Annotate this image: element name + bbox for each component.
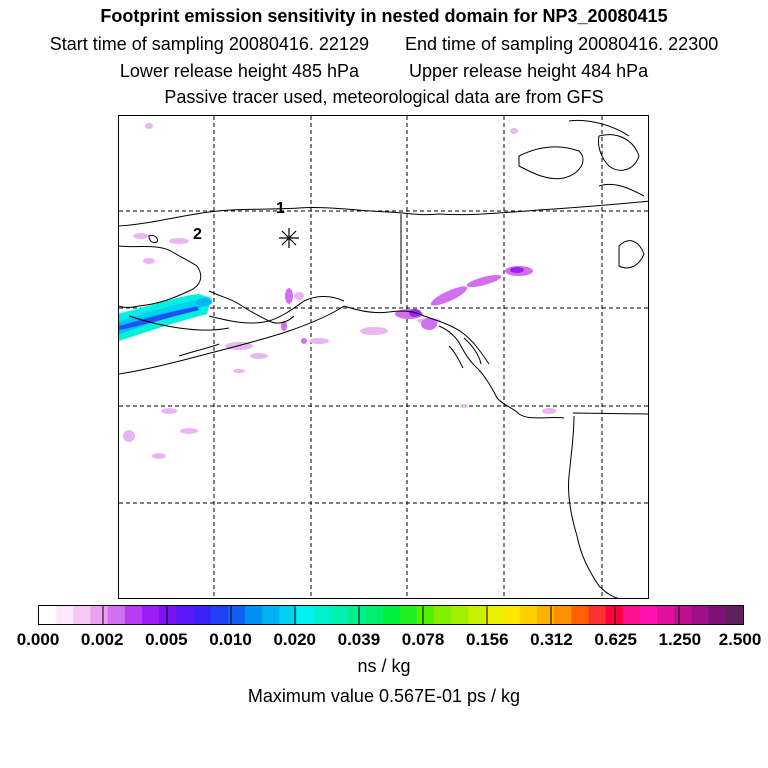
colorbar-swatch	[571, 606, 590, 624]
colorbar-swatch	[262, 606, 280, 624]
colorbar-swatch	[313, 606, 332, 624]
sensitivity-plume-west	[119, 294, 213, 341]
colorbar-swatch	[502, 606, 521, 624]
sensitivity-speckles	[123, 123, 556, 459]
colorbar-swatch	[691, 606, 710, 624]
colorbar-swatch	[639, 606, 658, 624]
colorbar-swatch	[90, 606, 109, 624]
colorbar-tick-label: 0.312	[530, 630, 573, 649]
colorbar-tick-label: 1.250	[658, 630, 702, 649]
colorbar-swatch	[107, 606, 126, 624]
colorbar-swatch	[416, 606, 435, 624]
colorbar-svg	[39, 606, 743, 624]
end-time-label: End time of sampling 20080416. 22300	[405, 34, 719, 54]
colorbar-tick-label: 0.078	[401, 630, 445, 649]
colorbar-swatch	[554, 606, 572, 624]
colorbar-swatch	[468, 606, 487, 624]
colorbar-swatch	[245, 606, 263, 624]
colorbar-tick-label: 0.156	[465, 630, 509, 649]
coastlines	[119, 119, 648, 598]
colorbar-swatch	[657, 606, 675, 624]
colorbar-tick-label: 0.625	[594, 630, 637, 649]
colorbar	[38, 605, 744, 625]
colorbar-swatch	[210, 606, 229, 624]
colorbar-swatch	[124, 606, 143, 624]
colorbar-swatch	[399, 606, 418, 624]
colorbar-swatch	[348, 606, 366, 624]
colorbar-swatch	[39, 606, 57, 624]
sampling-star-icon	[279, 228, 299, 248]
colorbar-swatch	[451, 606, 469, 624]
colorbar-swatch	[159, 606, 177, 624]
upper-height-label: Upper release height 484 hPa	[409, 61, 649, 81]
tracer-label: Passive tracer used, meteorological data…	[164, 87, 604, 107]
sensitivity-core	[409, 267, 524, 317]
max-value-label: Maximum value 0.567E-01 ps / kg	[247, 686, 521, 706]
colorbar-swatch	[193, 606, 212, 624]
colorbar-swatch	[73, 606, 92, 624]
colorbar-swatch	[227, 606, 246, 624]
colorbar-swatch	[433, 606, 452, 624]
colorbar-tick-label: 2.500	[718, 630, 762, 649]
colorbar-swatch	[330, 606, 349, 624]
colorbar-swatch	[142, 606, 160, 624]
colorbar-swatch	[365, 606, 384, 624]
colorbar-swatch	[382, 606, 401, 624]
colorbar-swatch	[296, 606, 315, 624]
marker-label-1: 1	[276, 200, 285, 217]
sampling-times: Start time of sampling 20080416. 22129 E…	[0, 34, 768, 55]
release-heights: Lower release height 485 hPa Upper relea…	[0, 61, 768, 82]
colorbar-swatch	[56, 606, 74, 624]
colorbar-swatch	[485, 606, 504, 624]
lower-height-label: Lower release height 485 hPa	[119, 61, 359, 81]
colorbar-swatch	[674, 606, 693, 624]
colorbar-tick-label: 0.000	[16, 630, 60, 649]
graticule	[119, 116, 648, 598]
colorbar-swatch	[708, 606, 727, 624]
colorbar-swatch	[622, 606, 641, 624]
marker-label-2: 2	[193, 226, 202, 243]
sampling-location	[279, 228, 299, 248]
colorbar-swatch	[725, 606, 743, 624]
colorbar-tick-label: 0.039	[337, 630, 381, 649]
start-time-label: Start time of sampling 20080416. 22129	[49, 34, 369, 54]
colorbar-swatch	[536, 606, 555, 624]
map-panel: 1 2	[118, 115, 649, 599]
map-title: Footprint emission sensitivity in nested…	[100, 6, 668, 26]
colorbar-swatch	[519, 606, 538, 624]
colorbar-swatch	[279, 606, 298, 624]
colorbar-tick-label: 0.002	[80, 630, 124, 649]
colorbar-tick-label: 0.020	[273, 630, 316, 649]
map-svg	[119, 116, 648, 598]
colorbar-tick-label: 0.005	[145, 630, 188, 649]
colorbar-tick-label: 0.010	[209, 630, 252, 649]
colorbar-swatch	[176, 606, 195, 624]
colorbar-swatch	[588, 606, 607, 624]
units-label: ns / kg	[357, 656, 411, 676]
